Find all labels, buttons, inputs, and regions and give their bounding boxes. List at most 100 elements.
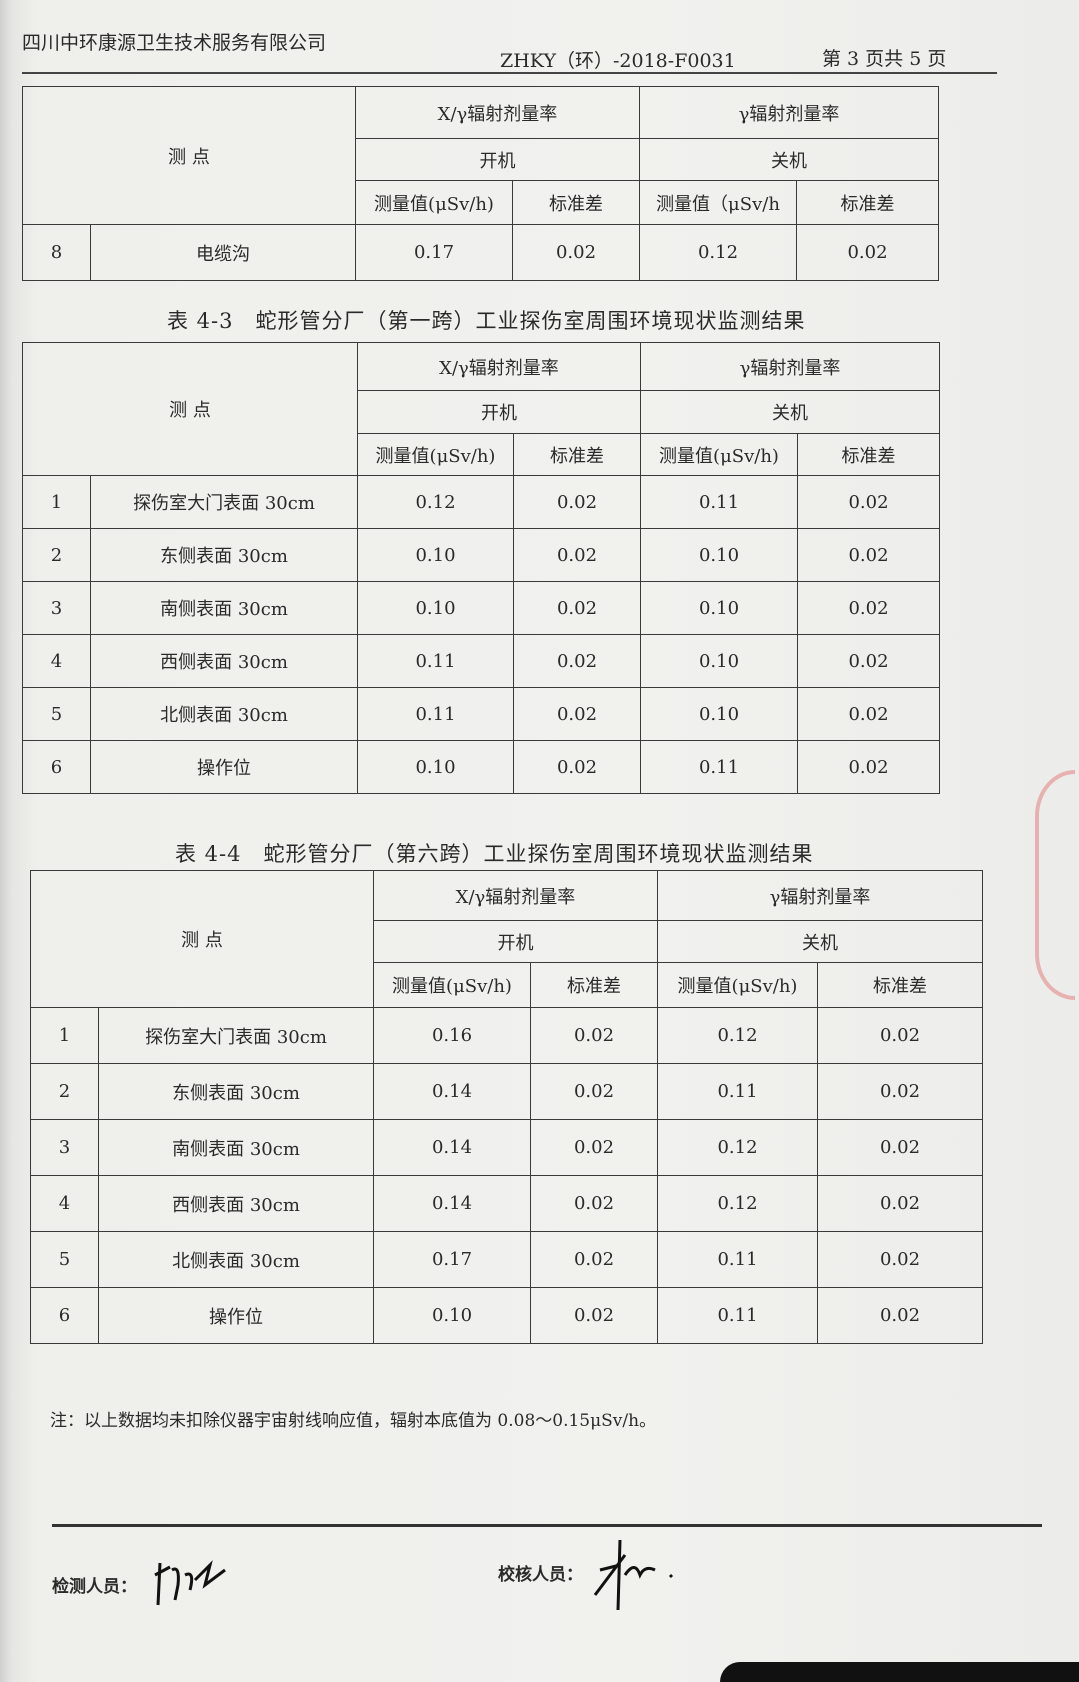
results-table: 测 点 X/γ辐射剂量率 γ辐射剂量率 开机 关机 测量值(μSv/h) 标准差 测量值(μS… xyxy=(22,342,940,794)
on-measured-value: 0.11 xyxy=(357,687,514,741)
row-number: 3 xyxy=(22,581,91,635)
table-title: 表 4-4 蛇形管分厂（第六跨）工业探伤室周围环境现状监测结果 xyxy=(175,842,814,866)
off-measured-value: 0.11 xyxy=(657,1287,818,1344)
row-number: 6 xyxy=(30,1287,99,1344)
off-measured-value: 0.11 xyxy=(657,1231,818,1288)
inspector-signature xyxy=(154,1560,226,1606)
row-number: 2 xyxy=(22,528,91,582)
header-off: 关机 xyxy=(640,390,940,434)
measurement-point: 南侧表面 30cm xyxy=(90,581,358,635)
on-std-dev: 0.02 xyxy=(530,1119,658,1176)
header-measured-off: 测量值（μSv/h xyxy=(639,180,797,225)
results-table: 测 点 X/γ辐射剂量率 γ辐射剂量率 开机 关机 测量值(μSv/h) 标准差 测量值(μS… xyxy=(30,870,983,1344)
off-std-dev: 0.02 xyxy=(817,1231,983,1288)
off-measured-value: 0.12 xyxy=(657,1175,818,1232)
off-measured-value: 0.12 xyxy=(639,224,797,281)
table-row: 8 电缆沟 0.17 0.02 0.12 0.02 xyxy=(22,224,939,281)
row-number: 8 xyxy=(22,224,91,281)
measurement-point: 探伤室大门表面 30cm xyxy=(98,1007,374,1064)
company-name: 四川中环康源卫生技术服务有限公司 xyxy=(22,32,327,54)
off-std-dev: 0.02 xyxy=(817,1063,983,1120)
on-measured-value: 0.16 xyxy=(373,1007,531,1064)
report-number: ZHKY（环）-2018-F0031 xyxy=(500,50,736,72)
on-std-dev: 0.02 xyxy=(513,475,641,529)
row-number: 1 xyxy=(30,1007,99,1064)
header-g-rate: γ辐射剂量率 xyxy=(639,86,939,139)
header-measured-off: 测量值(μSv/h) xyxy=(640,433,798,476)
header-std-on: 标准差 xyxy=(512,180,640,225)
on-std-dev: 0.02 xyxy=(512,224,640,281)
measurement-point: 操作位 xyxy=(90,740,358,794)
off-std-dev: 0.02 xyxy=(797,634,940,688)
on-measured-value: 0.10 xyxy=(357,740,514,794)
row-number: 4 xyxy=(22,634,91,688)
table-row: 2 东侧表面 30cm 0.10 0.02 0.10 0.02 xyxy=(22,528,940,582)
footer-divider xyxy=(52,1524,1042,1527)
table-row: 5 北侧表面 30cm 0.17 0.02 0.11 0.02 xyxy=(30,1231,983,1288)
off-measured-value: 0.12 xyxy=(657,1007,818,1064)
on-measured-value: 0.17 xyxy=(355,224,513,281)
header-on: 开机 xyxy=(357,390,641,434)
off-std-dev: 0.02 xyxy=(817,1287,983,1344)
measurement-point: 西侧表面 30cm xyxy=(98,1175,374,1232)
header-measured-on: 测量值(μSv/h) xyxy=(355,180,513,225)
off-measured-value: 0.10 xyxy=(640,581,798,635)
header-measured-on: 测量值(μSv/h) xyxy=(357,433,514,476)
measurement-point: 探伤室大门表面 30cm xyxy=(90,475,358,529)
header-measured-off: 测量值(μSv/h) xyxy=(657,962,818,1008)
official-stamp xyxy=(1035,770,1075,1000)
off-std-dev: 0.02 xyxy=(797,475,940,529)
header-std-off: 标准差 xyxy=(817,962,983,1008)
on-measured-value: 0.10 xyxy=(357,528,514,582)
on-std-dev: 0.02 xyxy=(513,740,641,794)
on-std-dev: 0.02 xyxy=(530,1175,658,1232)
on-measured-value: 0.12 xyxy=(357,475,514,529)
table-row: 5 北侧表面 30cm 0.11 0.02 0.10 0.02 xyxy=(22,687,940,741)
off-std-dev: 0.02 xyxy=(797,528,940,582)
table-row: 4 西侧表面 30cm 0.11 0.02 0.10 0.02 xyxy=(22,634,940,688)
on-measured-value: 0.10 xyxy=(357,581,514,635)
on-std-dev: 0.02 xyxy=(530,1007,658,1064)
on-std-dev: 0.02 xyxy=(513,687,641,741)
table-row: 1 探伤室大门表面 30cm 0.12 0.02 0.11 0.02 xyxy=(22,475,940,529)
measurement-point: 南侧表面 30cm xyxy=(98,1119,374,1176)
header-measured-on: 测量值(μSv/h) xyxy=(373,962,531,1008)
on-std-dev: 0.02 xyxy=(530,1287,658,1344)
on-measured-value: 0.14 xyxy=(373,1119,531,1176)
header-point: 测 点 xyxy=(22,342,358,476)
header-xg-rate: X/γ辐射剂量率 xyxy=(355,86,640,139)
measurement-point: 操作位 xyxy=(98,1287,374,1344)
on-measured-value: 0.17 xyxy=(373,1231,531,1288)
on-std-dev: 0.02 xyxy=(530,1063,658,1120)
row-number: 4 xyxy=(30,1175,99,1232)
table-row: 1 探伤室大门表面 30cm 0.16 0.02 0.12 0.02 xyxy=(30,1007,983,1064)
off-measured-value: 0.10 xyxy=(640,687,798,741)
row-number: 5 xyxy=(22,687,91,741)
measurement-point: 东侧表面 30cm xyxy=(90,528,358,582)
measurement-point: 北侧表面 30cm xyxy=(98,1231,374,1288)
off-measured-value: 0.10 xyxy=(640,528,798,582)
row-number: 6 xyxy=(22,740,91,794)
reviewer-signature xyxy=(593,1539,674,1611)
measurement-point: 西侧表面 30cm xyxy=(90,634,358,688)
off-std-dev: 0.02 xyxy=(796,224,939,281)
off-std-dev: 0.02 xyxy=(797,687,940,741)
header-on: 开机 xyxy=(373,920,658,963)
header-point: 测 点 xyxy=(22,86,356,225)
photo-shadow xyxy=(720,1662,1079,1682)
off-measured-value: 0.10 xyxy=(640,634,798,688)
header-xg-rate: X/γ辐射剂量率 xyxy=(373,870,658,921)
off-std-dev: 0.02 xyxy=(797,740,940,794)
measurement-point: 东侧表面 30cm xyxy=(98,1063,374,1120)
header-std-on: 标准差 xyxy=(513,433,641,476)
measurement-point: 电缆沟 xyxy=(90,224,356,281)
off-measured-value: 0.12 xyxy=(657,1119,818,1176)
table-row: 6 操作位 0.10 0.02 0.11 0.02 xyxy=(30,1287,983,1344)
row-number: 1 xyxy=(22,475,91,529)
inspector-label: 检测人员： xyxy=(52,1577,137,1597)
header-std-on: 标准差 xyxy=(530,962,658,1008)
off-measured-value: 0.11 xyxy=(640,740,798,794)
on-measured-value: 0.11 xyxy=(357,634,514,688)
measurement-point: 北侧表面 30cm xyxy=(90,687,358,741)
row-number: 5 xyxy=(30,1231,99,1288)
